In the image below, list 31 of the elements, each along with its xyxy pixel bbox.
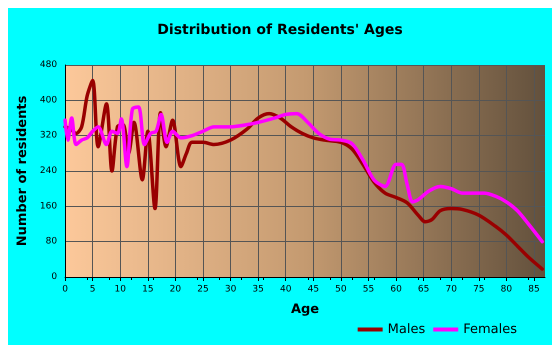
x-tick-label: 75 xyxy=(473,284,485,294)
x-tick-label: 60 xyxy=(390,284,402,294)
y-tick-label: 240 xyxy=(40,166,58,176)
x-tick-label: 45 xyxy=(308,284,320,294)
y-tick-label: 80 xyxy=(46,236,58,247)
x-tick-label: 70 xyxy=(445,284,458,294)
x-tick-label: 25 xyxy=(197,284,209,294)
x-tick-label: 15 xyxy=(142,284,154,294)
x-tick-label: 20 xyxy=(170,284,182,294)
chart-title: Distribution of Residents' Ages xyxy=(157,22,403,38)
x-tick-label: 85 xyxy=(528,284,540,294)
legend-label: Males xyxy=(388,322,426,337)
x-tick-label: 30 xyxy=(224,284,237,294)
line-series xyxy=(63,105,544,244)
x-tick-label: 50 xyxy=(335,284,347,294)
x-tick-label: 80 xyxy=(500,284,512,294)
x-tick-label: 35 xyxy=(252,284,264,294)
legend-label: Females xyxy=(463,322,518,337)
x-axis-title: Age xyxy=(290,302,320,317)
x-tick-label: 5 xyxy=(90,284,96,294)
y-axis-title: Number of residents xyxy=(15,95,30,246)
y-tick-label: 0 xyxy=(51,272,58,282)
y-tick-label: 160 xyxy=(40,201,58,212)
y-tick-label: 400 xyxy=(40,95,58,106)
y-tick-label: 320 xyxy=(40,130,58,141)
x-tick-label: 65 xyxy=(418,284,430,294)
x-tick-label: 10 xyxy=(114,284,126,294)
x-tick-label: 55 xyxy=(362,284,374,294)
x-tick-label: 0 xyxy=(62,284,68,294)
y-tick-label: 480 xyxy=(40,60,58,70)
x-tick-label: 40 xyxy=(280,284,292,294)
